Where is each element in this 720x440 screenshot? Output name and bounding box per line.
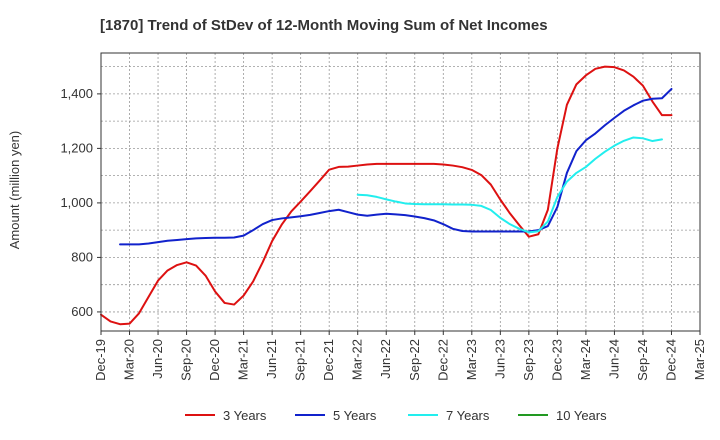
legend-label: 7 Years bbox=[446, 408, 490, 423]
grid bbox=[100, 53, 701, 331]
y-tick-label: 1,400 bbox=[60, 86, 93, 101]
y-tick-labels: 600 800 1,000 1,200 1,400 bbox=[60, 86, 101, 319]
x-tick-label: Jun-22 bbox=[378, 339, 393, 379]
x-tick-label: Mar-21 bbox=[236, 339, 251, 380]
x-tick-label: Sep-21 bbox=[293, 339, 308, 381]
x-tick-label: Dec-19 bbox=[93, 339, 108, 381]
y-tick-label: 1,000 bbox=[60, 195, 93, 210]
series-line-5-years bbox=[119, 87, 673, 246]
x-tick-labels: Dec-19 Mar-20 Jun-20 Sep-20 Dec-20 Mar-21 Jun-… bbox=[93, 331, 707, 381]
x-tick-label: Dec-22 bbox=[435, 339, 450, 381]
x-tick-label: Mar-23 bbox=[464, 339, 479, 380]
x-tick-label: Mar-20 bbox=[122, 339, 137, 380]
x-tick-label: Mar-24 bbox=[578, 339, 593, 380]
series-lines bbox=[100, 65, 673, 326]
x-tick-label: Jun-20 bbox=[150, 339, 165, 379]
x-tick-label: Dec-23 bbox=[549, 339, 564, 381]
series-line-7-years bbox=[356, 136, 663, 234]
x-tick-label: Sep-20 bbox=[179, 339, 194, 381]
x-tick-label: Sep-24 bbox=[635, 339, 650, 381]
y-tick-label: 600 bbox=[71, 304, 93, 319]
x-tick-label: Jun-23 bbox=[492, 339, 507, 379]
x-tick-label: Mar-25 bbox=[692, 339, 707, 380]
x-tick-label: Dec-20 bbox=[207, 339, 222, 381]
legend-label: 3 Years bbox=[223, 408, 267, 423]
y-axis-label: Amount (million yen) bbox=[7, 131, 22, 250]
x-tick-label: Dec-24 bbox=[663, 339, 678, 381]
legend: 3 Years 5 Years 7 Years 10 Years bbox=[185, 408, 607, 423]
x-tick-label: Sep-23 bbox=[521, 339, 536, 381]
x-tick-label: Mar-22 bbox=[350, 339, 365, 380]
chart-title: [1870] Trend of StDev of 12-Month Moving… bbox=[100, 17, 548, 34]
x-tick-label: Sep-22 bbox=[407, 339, 422, 381]
plot-frame bbox=[100, 52, 701, 332]
y-tick-label: 1,200 bbox=[60, 140, 93, 155]
x-tick-label: Dec-21 bbox=[321, 339, 336, 381]
x-tick-label: Jun-24 bbox=[606, 339, 621, 379]
y-tick-label: 800 bbox=[71, 249, 93, 264]
legend-label: 10 Years bbox=[556, 408, 607, 423]
legend-label: 5 Years bbox=[333, 408, 377, 423]
series-line-3-years bbox=[100, 65, 673, 326]
x-tick-label: Jun-21 bbox=[264, 339, 279, 379]
